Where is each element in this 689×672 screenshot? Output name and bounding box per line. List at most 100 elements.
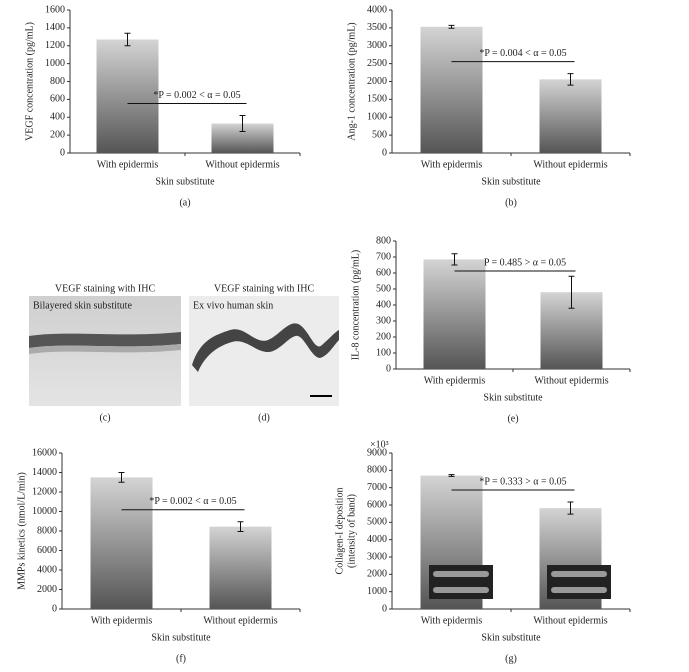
x-axis-title: Skin substitute bbox=[483, 392, 543, 403]
y-tick-label: 3000 bbox=[367, 40, 387, 51]
y-tick-label: 1400 bbox=[45, 22, 65, 33]
y-tick-label: 100 bbox=[376, 347, 391, 358]
y-tick-label: 500 bbox=[372, 129, 387, 140]
y-tick-label: 700 bbox=[376, 251, 391, 262]
y-tick-label: 6000 bbox=[37, 545, 57, 556]
bar bbox=[420, 26, 483, 154]
error-bar bbox=[567, 73, 574, 86]
y-tick-label: 2000 bbox=[37, 584, 57, 595]
y-tick-label: 1000 bbox=[367, 586, 387, 597]
y-tick-label: 16000 bbox=[32, 447, 57, 458]
y-tick-label: 5000 bbox=[367, 517, 387, 528]
y-axis-title: MMPs kinetics (nmol/L/min) bbox=[16, 472, 27, 590]
y-axis-title: VEGF concentration (pg/mL) bbox=[24, 22, 35, 141]
bar bbox=[423, 259, 486, 369]
panel-label: (c) bbox=[99, 412, 110, 423]
panel-label: (b) bbox=[505, 197, 517, 208]
annotation: *P = 0.333 > α = 0.05 bbox=[479, 476, 566, 487]
y-axis-title: Collagen-I deposition bbox=[334, 488, 345, 575]
annotation: *P = 0.004 < α = 0.05 bbox=[479, 48, 566, 59]
image-inset-label: Ex vivo human skin bbox=[193, 300, 273, 311]
error-bar bbox=[448, 24, 455, 29]
y-tick-label: 1600 bbox=[45, 4, 65, 15]
error-bar bbox=[448, 474, 455, 477]
tissue-layer bbox=[29, 332, 181, 348]
tissue-layer bbox=[29, 344, 181, 354]
x-tick-label: With epidermis bbox=[424, 375, 486, 386]
bar bbox=[90, 477, 153, 609]
image-title: VEGF staining with IHC bbox=[214, 283, 315, 294]
error-bar bbox=[239, 114, 246, 133]
y-tick-label: 800 bbox=[50, 76, 65, 87]
y-tick-label: 200 bbox=[50, 129, 65, 140]
y-tick-label: 300 bbox=[376, 315, 391, 326]
y-tick-label: 10000 bbox=[32, 506, 57, 517]
y-tick-label: 2500 bbox=[367, 58, 387, 69]
x-tick-label: With epidermis bbox=[421, 159, 483, 170]
x-tick-label: Without epidermis bbox=[533, 159, 607, 170]
gel-band bbox=[433, 587, 489, 593]
y-tick-label: 8000 bbox=[37, 525, 57, 536]
panel-label: (f) bbox=[176, 653, 186, 664]
y-tick-label: 800 bbox=[376, 235, 391, 246]
y-tick-label: 0 bbox=[382, 603, 387, 614]
y-axis-title: IL-8 concentration (pg/mL) bbox=[350, 250, 361, 361]
x-tick-label: With epidermis bbox=[91, 615, 153, 626]
y-tick-label: 200 bbox=[376, 331, 391, 342]
y-tick-label: 0 bbox=[52, 603, 57, 614]
panel-label: (g) bbox=[505, 653, 517, 664]
bar bbox=[539, 79, 602, 153]
y-tick-label: 1200 bbox=[45, 40, 65, 51]
tissue-layer bbox=[192, 323, 339, 372]
y-tick-label: 500 bbox=[376, 283, 391, 294]
x-tick-label: Without epidermis bbox=[203, 615, 277, 626]
gel-image bbox=[547, 565, 611, 599]
image-inset-label: Bilayered skin substitute bbox=[33, 300, 132, 311]
y-tick-label: 12000 bbox=[32, 486, 57, 497]
annotation: P = 0.485 > α = 0.05 bbox=[484, 257, 566, 268]
bar bbox=[209, 526, 272, 609]
x-tick-label: Without epidermis bbox=[533, 615, 607, 626]
y-axis-title: (intensity of band) bbox=[346, 494, 357, 568]
gel-image bbox=[429, 565, 493, 599]
y-tick-label: 7000 bbox=[367, 482, 387, 493]
y-tick-label: 400 bbox=[50, 112, 65, 123]
x-tick-label: With epidermis bbox=[421, 615, 483, 626]
error-bar bbox=[237, 521, 244, 532]
y-tick-label: 4000 bbox=[367, 534, 387, 545]
x-tick-label: With epidermis bbox=[97, 159, 159, 170]
y-tick-label: 4000 bbox=[367, 4, 387, 15]
x-axis-title: Skin substitute bbox=[151, 632, 211, 643]
y-tick-label: 600 bbox=[50, 94, 65, 105]
panel-label: (a) bbox=[179, 197, 190, 208]
error-bar bbox=[451, 253, 458, 266]
x-axis-title: Skin substitute bbox=[481, 176, 541, 187]
image-title: VEGF staining with IHC bbox=[55, 283, 156, 294]
error-bar bbox=[124, 32, 131, 47]
y-tick-label: 0 bbox=[386, 363, 391, 374]
y-tick-label: 2000 bbox=[367, 569, 387, 580]
gel-band bbox=[551, 571, 607, 577]
error-bar bbox=[567, 501, 574, 515]
panel-label: (e) bbox=[507, 413, 518, 424]
y-tick-label: 14000 bbox=[32, 467, 57, 478]
annotation: *P = 0.002 < α = 0.05 bbox=[153, 90, 240, 101]
y-tick-label: 9000 bbox=[367, 447, 387, 458]
y-tick-label: 2000 bbox=[367, 76, 387, 87]
x-tick-label: Without epidermis bbox=[534, 375, 608, 386]
y-tick-label: 0 bbox=[382, 147, 387, 158]
y-tick-label: 3500 bbox=[367, 22, 387, 33]
y-tick-label: 1000 bbox=[367, 112, 387, 123]
bar bbox=[96, 39, 159, 153]
x-axis-title: Skin substitute bbox=[481, 632, 541, 643]
gel-band bbox=[433, 571, 489, 577]
error-bar bbox=[118, 472, 125, 483]
y-scale-label: ×10³ bbox=[370, 439, 389, 450]
panel-label: (d) bbox=[258, 412, 270, 423]
y-tick-label: 8000 bbox=[367, 465, 387, 476]
x-tick-label: Without epidermis bbox=[205, 159, 279, 170]
y-tick-label: 6000 bbox=[367, 499, 387, 510]
y-axis-title: Ang-1 concentration (pg/mL) bbox=[346, 22, 357, 140]
y-tick-label: 600 bbox=[376, 267, 391, 278]
